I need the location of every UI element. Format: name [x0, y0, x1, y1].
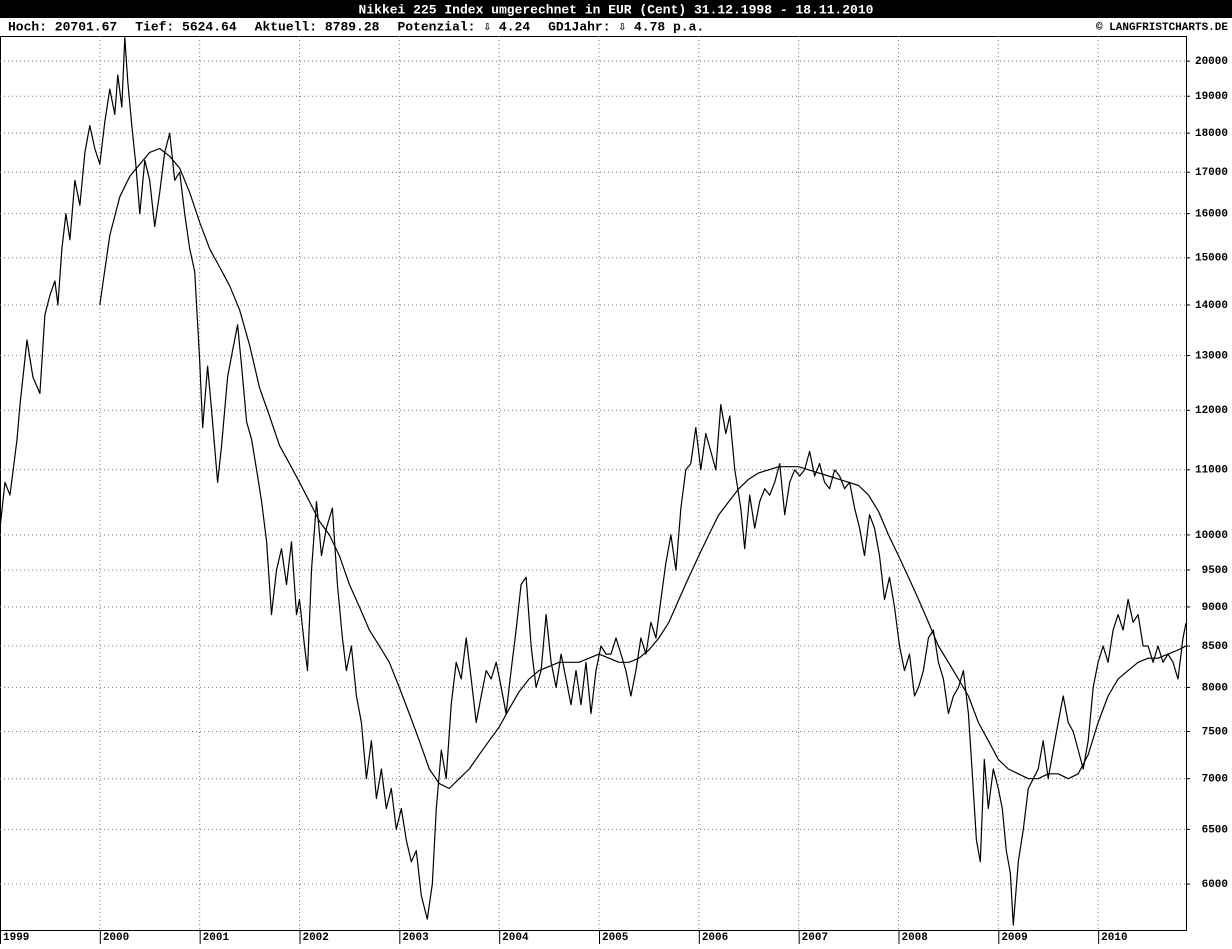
y-tick-label: 15000	[1195, 253, 1228, 265]
x-tick-label: 2004	[502, 932, 529, 944]
stat: Potenzial: ⇩ 4.24	[397, 19, 530, 34]
price-line	[99, 147, 1187, 790]
stat: Tief: 5624.64	[135, 19, 237, 34]
y-tick-label: 20000	[1195, 56, 1228, 68]
x-tick-label: 2007	[802, 932, 828, 944]
x-tick-label: 2009	[1001, 932, 1027, 944]
y-tick-label: 18000	[1195, 128, 1228, 140]
stat: Hoch: 20701.67	[8, 19, 117, 34]
y-tick-label: 13000	[1195, 351, 1228, 363]
y-tick-label: 16000	[1195, 209, 1228, 221]
y-tick-label: 9500	[1202, 565, 1228, 577]
title-bar	[0, 0, 1232, 18]
x-tick-label: 1999	[3, 932, 29, 944]
x-tick-label: 2002	[302, 932, 328, 944]
x-tick-label: 2006	[702, 932, 728, 944]
y-tick-label: 7000	[1202, 774, 1228, 786]
copyright: © LANGFRISTCHARTS.DE	[1096, 22, 1228, 34]
plot-frame	[0, 36, 1187, 931]
y-tick-label: 8500	[1202, 641, 1228, 653]
y-tick-label: 8000	[1202, 682, 1228, 694]
stat: Aktuell: 8789.28	[255, 19, 380, 34]
x-tick-label: 2000	[103, 932, 129, 944]
price-line	[0, 37, 1187, 926]
y-tick-label: 7500	[1202, 726, 1228, 738]
y-tick-label: 10000	[1195, 530, 1228, 542]
y-tick-label: 6500	[1202, 824, 1228, 836]
x-tick-label: 2010	[1101, 932, 1127, 944]
y-tick-label: 11000	[1195, 465, 1228, 477]
y-tick-label: 6000	[1202, 879, 1228, 891]
chart-title: Nikkei 225 Index umgerechnet in EUR (Cen…	[359, 2, 874, 17]
y-tick-label: 9000	[1202, 602, 1228, 614]
y-tick-label: 12000	[1195, 405, 1228, 417]
y-tick-label: 19000	[1195, 91, 1228, 103]
stat: GD1Jahr: ⇩ 4.78 p.a.	[548, 19, 704, 34]
x-tick-label: 2005	[602, 932, 629, 944]
x-tick-label: 2003	[402, 932, 429, 944]
x-tick-label: 2008	[901, 932, 928, 944]
x-tick-label: 2001	[203, 932, 230, 944]
y-tick-label: 17000	[1195, 167, 1228, 179]
y-tick-label: 14000	[1195, 300, 1228, 312]
